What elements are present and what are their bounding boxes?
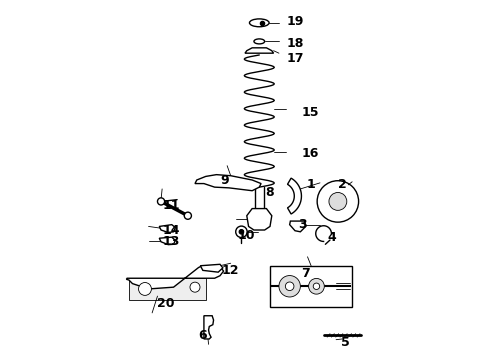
Polygon shape: [290, 221, 306, 232]
Circle shape: [279, 275, 300, 297]
Polygon shape: [159, 225, 175, 233]
Polygon shape: [247, 208, 272, 230]
Polygon shape: [129, 278, 206, 300]
Circle shape: [139, 283, 151, 296]
Polygon shape: [245, 48, 273, 53]
Circle shape: [285, 282, 294, 291]
Polygon shape: [253, 208, 266, 223]
Text: 18: 18: [286, 37, 303, 50]
Ellipse shape: [249, 19, 269, 27]
Text: 12: 12: [222, 264, 239, 276]
Text: 8: 8: [266, 186, 274, 199]
Polygon shape: [126, 266, 223, 289]
Ellipse shape: [254, 39, 265, 44]
Text: 17: 17: [286, 52, 304, 65]
Circle shape: [190, 282, 200, 292]
Text: 7: 7: [301, 267, 310, 280]
Text: 1: 1: [306, 178, 315, 191]
Text: 9: 9: [220, 174, 229, 187]
Text: 10: 10: [237, 229, 255, 242]
Text: 16: 16: [301, 147, 319, 160]
Text: 5: 5: [342, 336, 350, 349]
Polygon shape: [204, 316, 214, 339]
Circle shape: [313, 283, 319, 289]
Polygon shape: [288, 178, 301, 214]
Text: 13: 13: [162, 235, 179, 248]
Text: 11: 11: [162, 198, 180, 212]
Text: 6: 6: [198, 329, 206, 342]
Polygon shape: [159, 237, 175, 245]
Bar: [270, 266, 352, 307]
Polygon shape: [200, 264, 223, 272]
Circle shape: [239, 230, 244, 234]
Text: 19: 19: [286, 14, 303, 27]
Circle shape: [317, 181, 359, 222]
Circle shape: [157, 198, 165, 205]
Polygon shape: [195, 175, 261, 191]
Text: 4: 4: [327, 231, 336, 244]
Text: 2: 2: [338, 178, 346, 191]
Circle shape: [184, 212, 192, 219]
Text: 14: 14: [162, 224, 180, 237]
Text: 15: 15: [301, 105, 319, 119]
Circle shape: [329, 193, 347, 210]
Circle shape: [309, 278, 324, 294]
Text: 20: 20: [157, 297, 175, 310]
Circle shape: [236, 226, 247, 238]
Text: 3: 3: [298, 218, 306, 231]
